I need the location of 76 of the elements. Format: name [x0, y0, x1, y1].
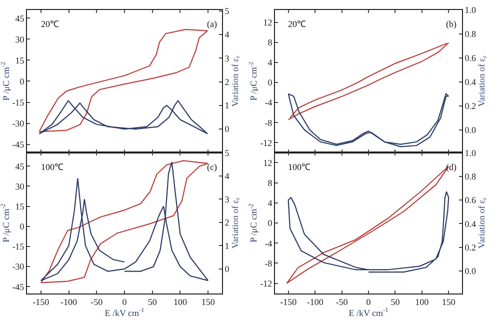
y2-tick-label: 3 — [224, 194, 230, 204]
x-tick-label: 150 — [201, 297, 216, 308]
y-tick-label: -4 — [264, 238, 273, 248]
y-tick-label: -4 — [264, 98, 273, 108]
y-tick-label: 8 — [268, 38, 273, 48]
x-tick-label: -100 — [306, 297, 324, 308]
y2-tick-label: 1 — [224, 240, 230, 251]
x-tick-label: 100 — [173, 297, 188, 308]
y2-tick-label: 0.6 — [464, 52, 477, 63]
x-tick-label: -150 — [280, 297, 298, 308]
y-tick-label: 30 — [15, 34, 25, 44]
y-tick-label: -12 — [260, 138, 272, 148]
y-tick-label: 15 — [15, 55, 25, 66]
y-tick-label: -8 — [264, 118, 273, 128]
annotation: (b) — [446, 19, 456, 29]
x-tick-label: -50 — [336, 297, 348, 308]
y-tick-label: 0 — [268, 218, 273, 228]
x-axis-title: E /kV cm$^{-1}$ — [348, 307, 388, 318]
y2-tick-label: 0 — [224, 264, 230, 274]
y2-tick-label: 1.0 — [464, 4, 477, 15]
y-tick-label: 15 — [15, 201, 25, 212]
annotation: (c) — [207, 162, 217, 172]
y-tick-label: 12 — [263, 17, 272, 28]
y2-tick-label: 4 — [224, 171, 230, 182]
y-tick-label: 12 — [263, 158, 272, 168]
y-tick-label: -45 — [12, 282, 25, 292]
y2-tick-label: 0 — [224, 124, 230, 134]
y2-tick-label: 0.2 — [464, 242, 476, 252]
y2-tick-label: 1.0 — [464, 148, 477, 158]
y-tick-label: 30 — [15, 181, 25, 192]
y-tick-label: -12 — [260, 278, 272, 288]
y2-tick-label: 2 — [224, 218, 230, 228]
y2-tick-label: 5 — [224, 148, 230, 158]
y-tick-label: 0 — [20, 222, 25, 232]
y2-tick-label: 4 — [224, 30, 230, 40]
y2-tick-label: 3 — [224, 53, 230, 64]
y2-tick-label: 1 — [224, 100, 230, 111]
y-tick-label: 45 — [15, 161, 25, 172]
y2-tick-label: 0.0 — [464, 125, 477, 136]
y2-tick-label: 0.4 — [464, 218, 477, 229]
x-tick-label: 0 — [366, 297, 372, 308]
y-tick-label: 8 — [268, 178, 273, 188]
y-tick-label: 0 — [20, 76, 25, 86]
y-tick-label: 0 — [268, 78, 273, 88]
annotation: (d) — [446, 162, 456, 172]
x-tick-label: -150 — [32, 297, 50, 308]
y2-tick-label: 0.8 — [464, 171, 477, 182]
y2-tick-label: 2 — [224, 76, 230, 87]
y-tick-label: -15 — [12, 97, 25, 108]
y2-tick-label: 0.2 — [464, 101, 476, 112]
y2-tick-label: 0.0 — [464, 266, 477, 276]
x-tick-label: -50 — [90, 297, 104, 308]
x-tick-label: -100 — [60, 297, 78, 308]
y2-tick-label: 0.8 — [464, 28, 477, 39]
x-tick-label: 50 — [390, 297, 400, 308]
x-tick-label: 150 — [442, 297, 456, 308]
y-tick-label: -8 — [264, 258, 273, 268]
y2-tick-label: 5 — [224, 6, 230, 16]
x-tick-label: 50 — [148, 297, 158, 308]
annotation: 20℃ — [288, 19, 306, 29]
annotation: (a) — [207, 19, 217, 29]
y-tick-label: -45 — [12, 139, 25, 150]
annotation: 100℃ — [288, 162, 310, 172]
y-tick-label: -30 — [12, 118, 25, 128]
y2-tick-label: 0.6 — [464, 195, 477, 206]
y-tick-label: -15 — [12, 242, 25, 252]
y-tick-label: 4 — [268, 58, 273, 68]
y-tick-label: 4 — [268, 198, 273, 208]
x-tick-label: 100 — [415, 297, 430, 308]
y2-tick-label: 0.4 — [464, 76, 477, 87]
y-tick-label: -30 — [12, 262, 25, 272]
x-tick-label: 0 — [122, 297, 128, 308]
annotation: 100℃ — [41, 162, 64, 172]
y-tick-label: 45 — [15, 13, 25, 24]
x-axis-title: E /kV cm$^{-1}$ — [104, 307, 144, 318]
annotation: 20℃ — [41, 19, 59, 29]
